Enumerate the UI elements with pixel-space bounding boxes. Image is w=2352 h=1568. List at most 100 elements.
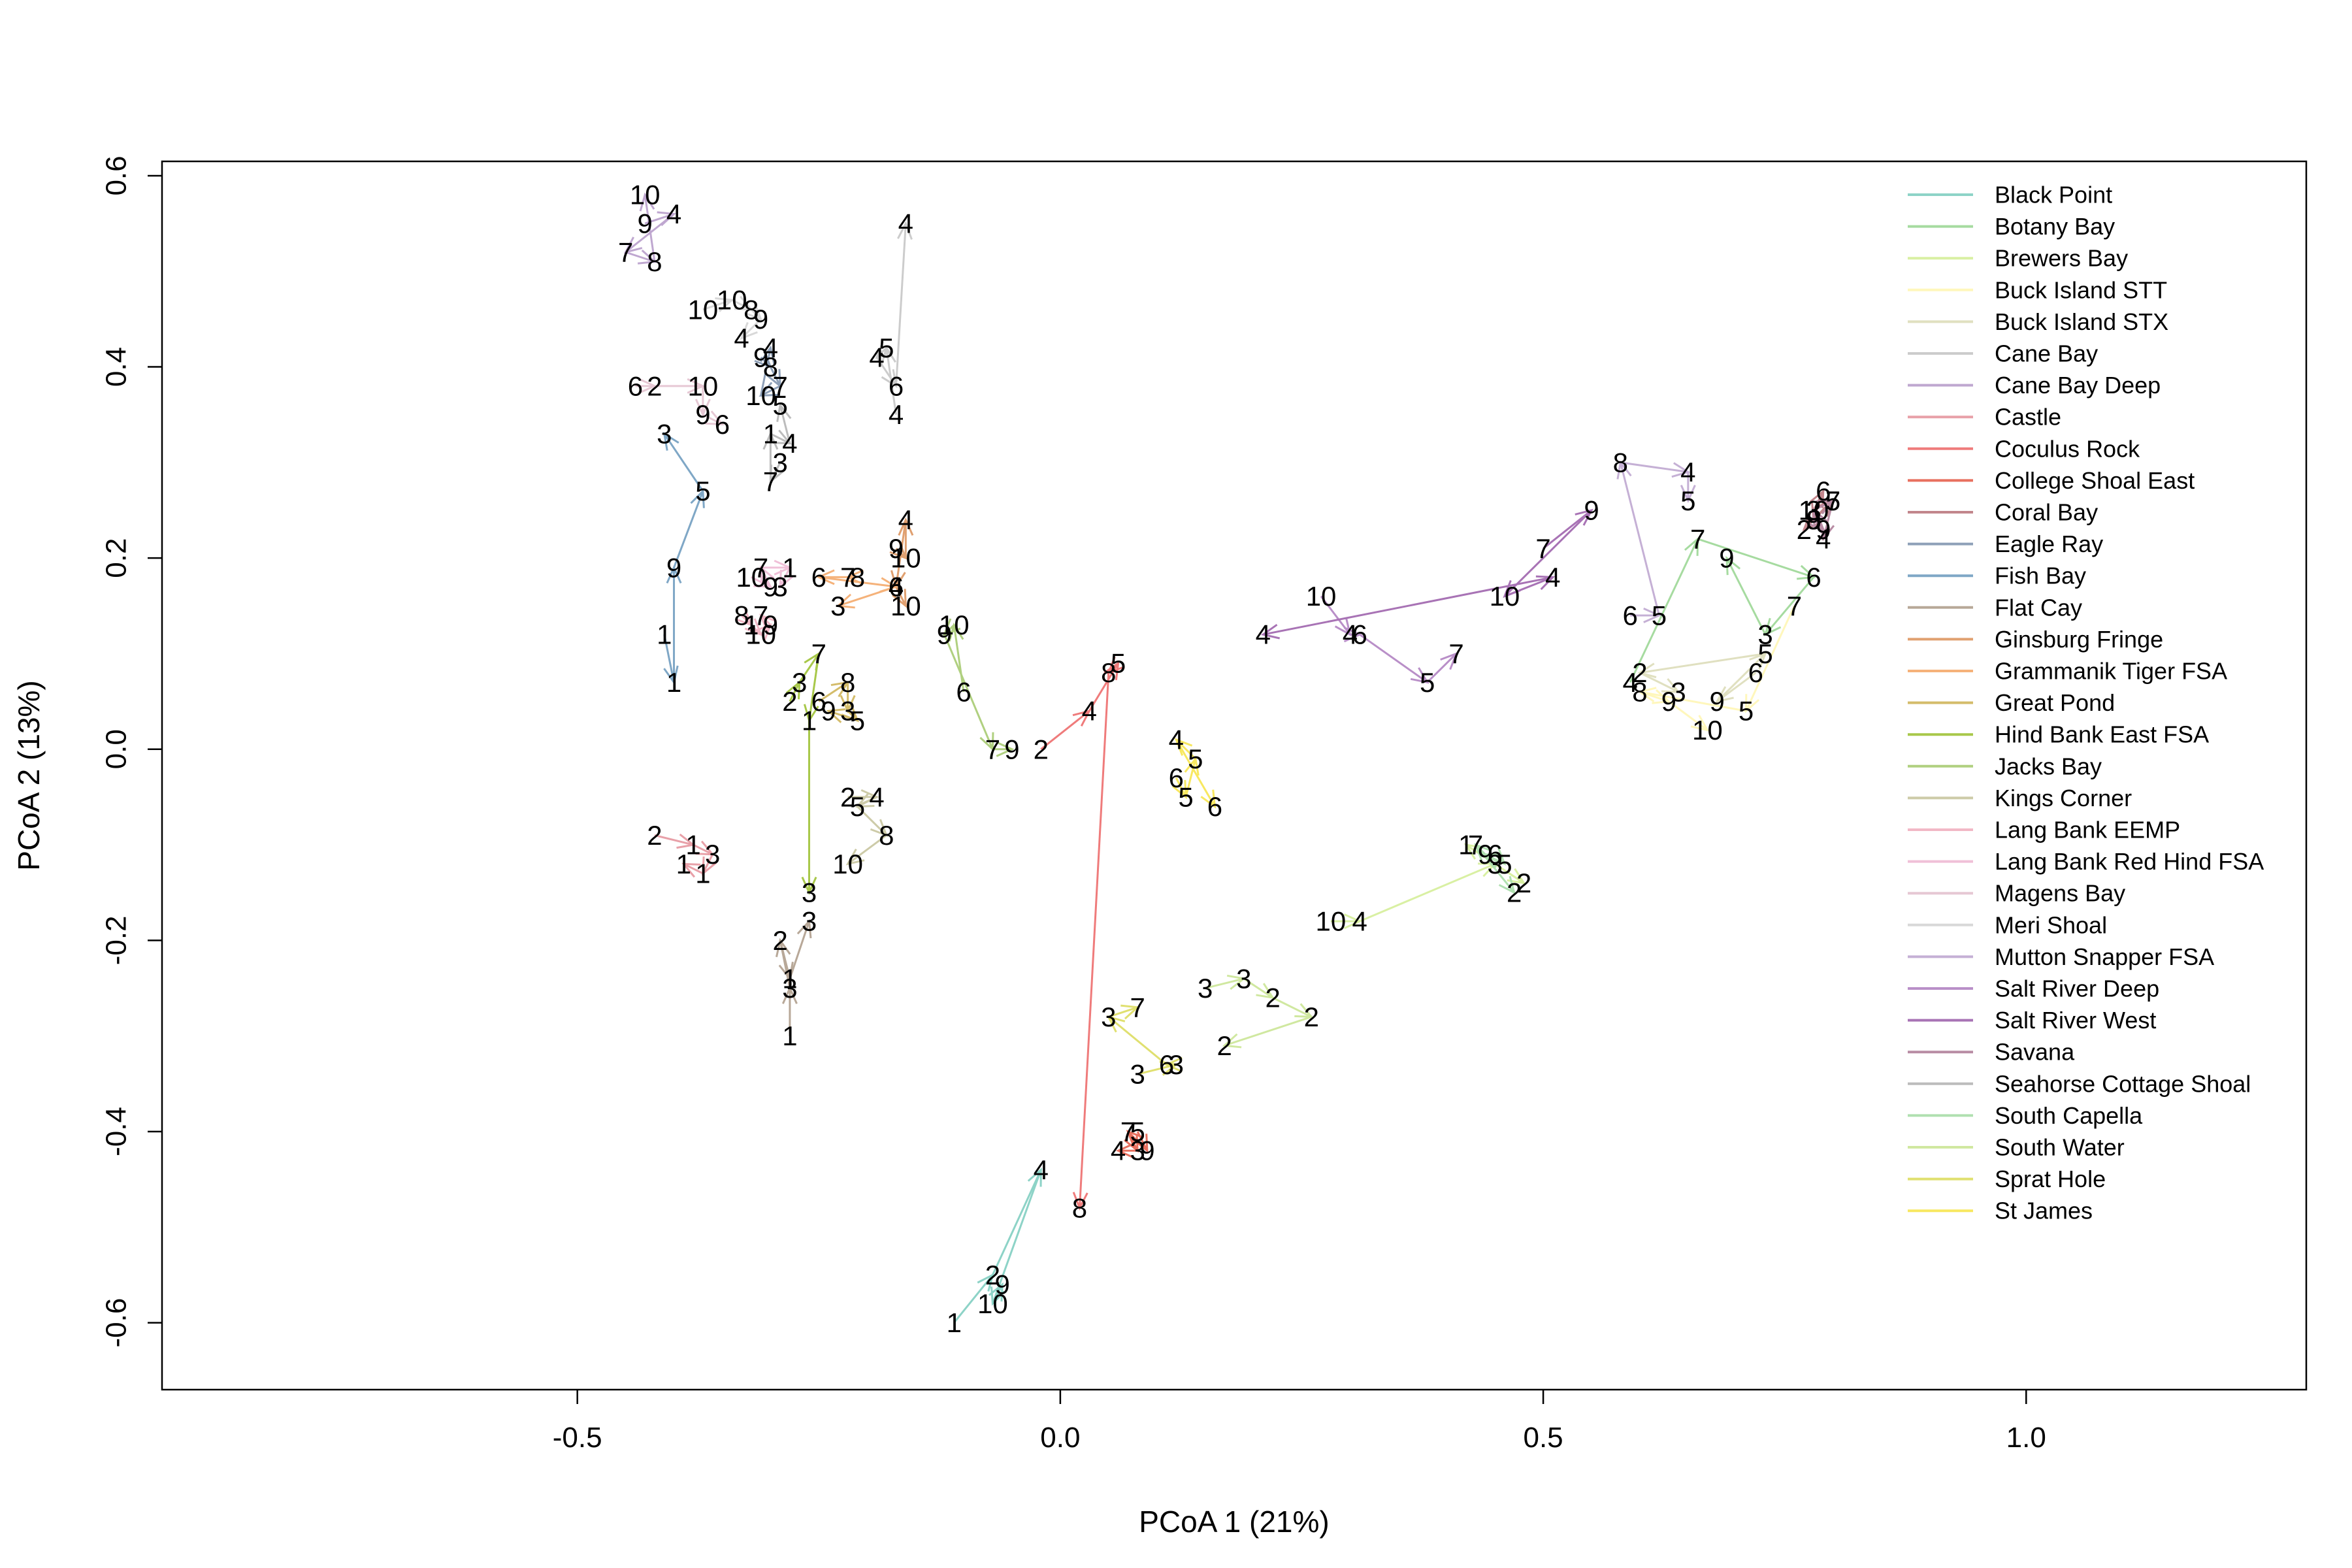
legend-label: Coral Bay — [1995, 499, 2098, 526]
trajectory-segment — [1639, 652, 1766, 674]
y-tick-label: 0.4 — [101, 347, 133, 387]
trajectory-segment — [1107, 1016, 1168, 1066]
trajectory-arrowhead — [996, 741, 1015, 757]
trajectory-arrowhead — [1498, 875, 1516, 895]
trajectory-arrowhead — [836, 593, 855, 609]
point-label: 3 — [830, 591, 845, 621]
point-label: 9 — [638, 208, 653, 239]
trajectory-segment — [760, 567, 772, 587]
y-axis-label: PCoA 2 (13%) — [12, 680, 46, 870]
trajectory-segment — [838, 585, 897, 607]
point-label: 4 — [898, 504, 913, 535]
trajectory-segment — [943, 634, 994, 750]
trajectory-arrowhead — [796, 919, 812, 939]
point-label: 6 — [1487, 839, 1502, 870]
trajectory-segment — [991, 1169, 1042, 1304]
legend-item: Cane Bay — [1908, 340, 2098, 367]
trajectory-segment — [1359, 633, 1428, 683]
point-label: 1 — [657, 619, 672, 650]
point-label: 2 — [1217, 1030, 1232, 1061]
point-label: 3 — [1130, 1135, 1145, 1166]
legend-label: Magens Bay — [1995, 880, 2125, 907]
trajectory-segment — [702, 299, 732, 311]
legend-label: Salt River West — [1995, 1007, 2156, 1034]
legend-label: Fish Bay — [1995, 563, 2086, 589]
point-label: 8 — [1632, 676, 1647, 707]
point-label: 10 — [688, 294, 719, 325]
legend-label: Sprat Hole — [1995, 1166, 2106, 1192]
legend-label: Buck Island STX — [1995, 308, 2168, 335]
legend-item: Sprat Hole — [1908, 1166, 2106, 1192]
trajectory-lines — [623, 192, 1835, 1324]
legend-item: Jacks Bay — [1908, 753, 2102, 779]
point-label: 7 — [618, 237, 633, 267]
point-label: 4 — [1111, 1135, 1126, 1166]
trajectory-arrowhead — [845, 848, 865, 866]
x-tick-label: 0.0 — [1040, 1422, 1080, 1454]
point-label: 5 — [1178, 781, 1193, 812]
trajectory-arrowhead — [779, 570, 794, 589]
point-label: 5 — [772, 390, 787, 421]
legend-item: Buck Island STT — [1908, 276, 2167, 303]
point-label: 8 — [850, 562, 865, 593]
point-label: 3 — [772, 447, 787, 478]
trajectory-segment — [895, 519, 907, 587]
point-label: 6 — [1352, 619, 1367, 650]
point-label: 3 — [1671, 676, 1686, 707]
trajectory-segment — [1813, 500, 1834, 512]
legend-item: Salt River West — [1908, 1007, 2156, 1034]
point-label: 9 — [1661, 686, 1676, 717]
trajectory-segment — [818, 681, 849, 702]
trajectory-segment — [1716, 653, 1767, 702]
point-label: 4 — [1352, 906, 1367, 937]
point-label: 3 — [782, 973, 797, 1004]
legend-label: Brewers Bay — [1995, 245, 2128, 272]
point-label: 7 — [1130, 992, 1145, 1022]
point-label: 3 — [1101, 1002, 1116, 1032]
point-label: 10 — [832, 849, 863, 879]
point-label: 3 — [772, 572, 787, 602]
point-label: 4 — [763, 333, 778, 363]
point-label: 8 — [1613, 447, 1628, 478]
trajectory-arrowhead — [1819, 522, 1835, 542]
point-label: 10 — [717, 285, 747, 316]
point-label: 10 — [890, 591, 921, 621]
trajectory-segment — [789, 921, 810, 979]
legend-item: Mutton Snapper FSA — [1908, 943, 2214, 970]
legend-label: South Capella — [1995, 1102, 2143, 1129]
point-label: 9 — [753, 342, 768, 372]
trajectory-segment — [1619, 462, 1660, 616]
trajectory-segment — [1359, 862, 1495, 923]
point-label: 3 — [705, 839, 720, 870]
trajectory-arrowhead — [1725, 555, 1741, 576]
trajectory-segment — [654, 834, 694, 846]
point-label: 5 — [695, 476, 710, 506]
point-label: 4 — [1545, 562, 1560, 593]
legend-item: Fish Bay — [1908, 563, 2086, 589]
point-label: 6 — [1748, 657, 1763, 688]
point-label: 8 — [763, 351, 778, 382]
point-label: 2 — [647, 820, 662, 851]
point-label: 5 — [879, 333, 894, 363]
point-label: 2 — [985, 1260, 1000, 1290]
point-label: 6 — [1207, 791, 1222, 822]
trajectory-segment — [625, 251, 655, 263]
legend-label: Black Point — [1995, 182, 2112, 208]
trajectory-arrowhead — [892, 589, 907, 608]
trajectory-segment — [1205, 977, 1245, 989]
trajectory-arrowhead — [759, 613, 777, 632]
trajectory-arrowhead — [740, 321, 758, 340]
legend-label: South Water — [1995, 1134, 2125, 1161]
legend-label: Botany Bay — [1995, 213, 2115, 240]
trajectory-arrowhead — [988, 1282, 1004, 1302]
trajectory-segment — [1822, 500, 1835, 540]
plot-frame — [161, 160, 2308, 1391]
legend-label: Jacks Bay — [1995, 753, 2102, 779]
point-label: 7 — [1535, 533, 1550, 564]
point-label: 5 — [1825, 485, 1840, 516]
point-label: 3 — [802, 877, 817, 908]
point-label: 9 — [695, 399, 710, 430]
legend-label: Grammanik Tiger FSA — [1995, 658, 2227, 685]
point-label: 4 — [666, 199, 681, 229]
legend: Black Point Botany Bay Brewers Bay Buck Isl… — [1908, 182, 2264, 1224]
